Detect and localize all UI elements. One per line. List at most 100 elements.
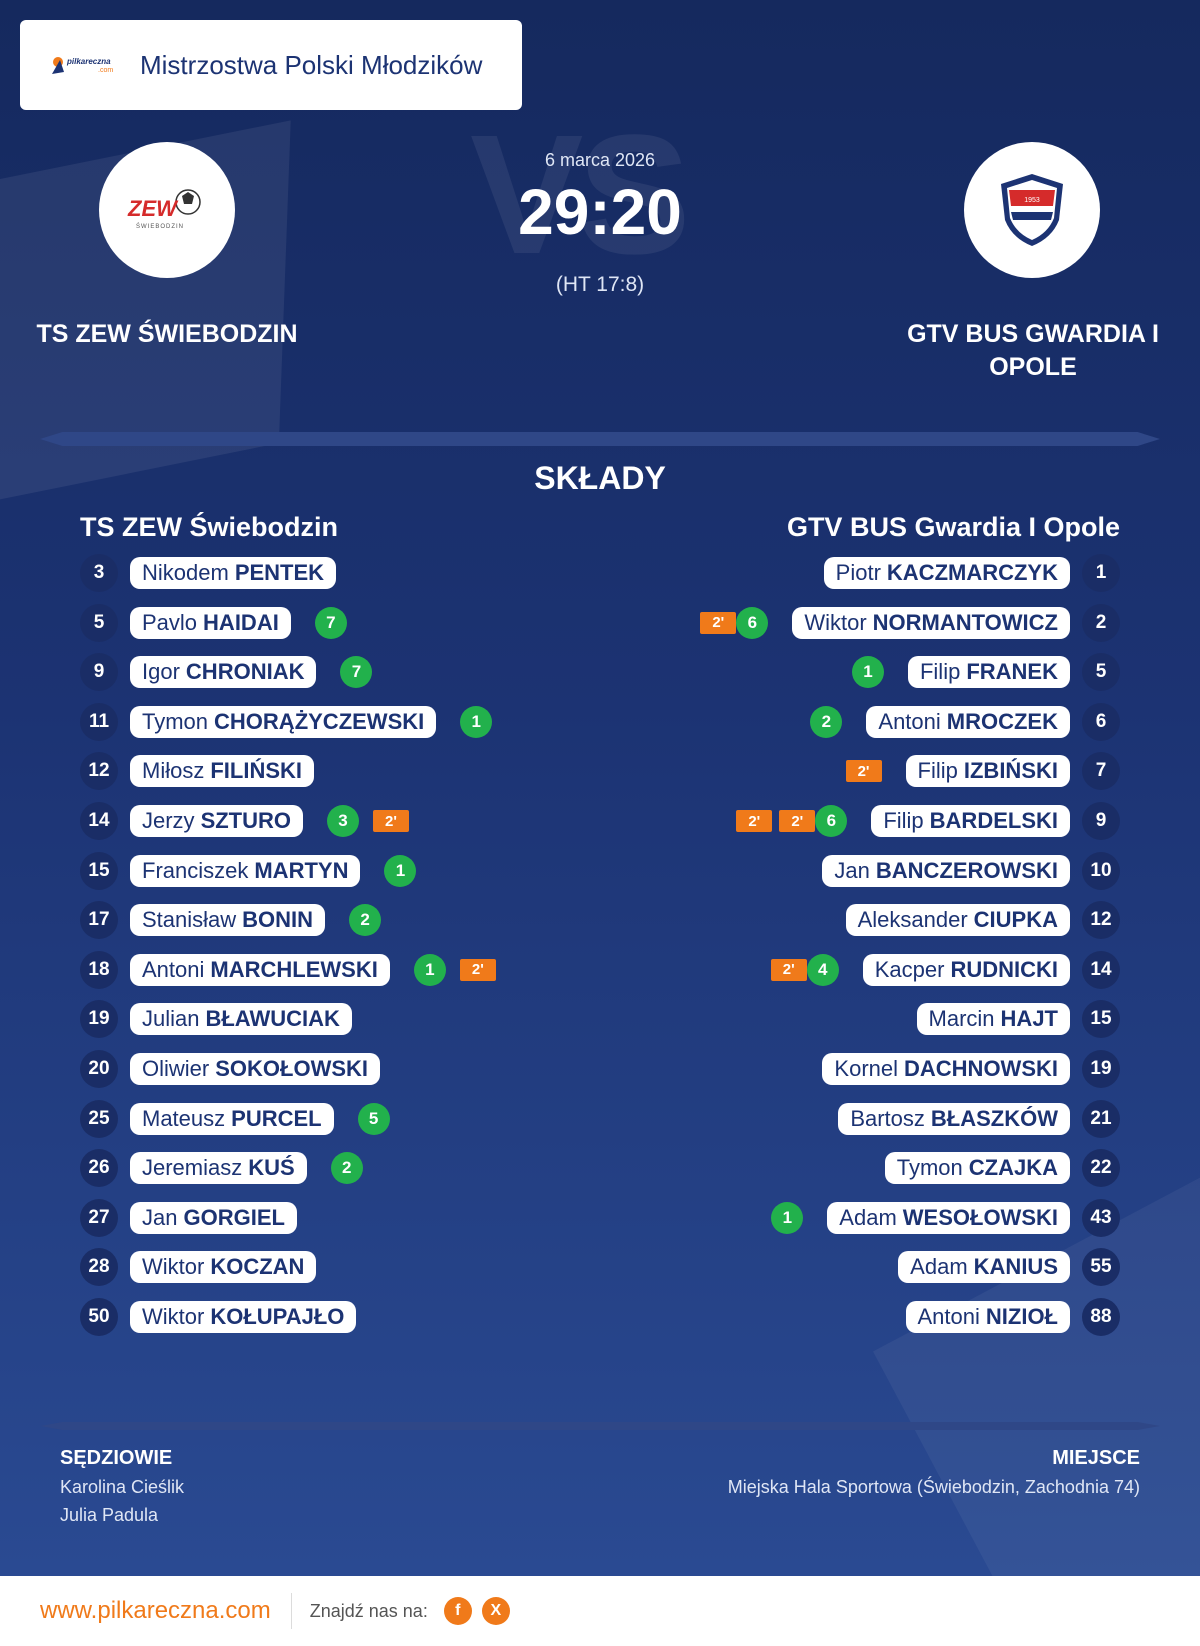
suspension-badge: 2' xyxy=(779,810,816,832)
player-first-name: Filip xyxy=(883,808,924,833)
player-number: 6 xyxy=(1082,702,1120,741)
venue-text: Miejska Hala Sportowa (Świebodzin, Zacho… xyxy=(727,1477,1140,1497)
player-number: 19 xyxy=(1082,1050,1120,1088)
player-first-name: Oliwier xyxy=(142,1056,210,1081)
player-stats: 1 xyxy=(771,1201,804,1234)
goals-badge: 2 xyxy=(349,904,382,937)
player-row: 1 Piotr KACZMARCZYK xyxy=(800,554,1120,592)
player-number: 17 xyxy=(80,901,118,940)
goals-badge: 6 xyxy=(736,606,769,639)
player-row: 5 Pavlo HAIDAI 7 xyxy=(80,603,361,642)
player-number: 12 xyxy=(1082,901,1120,940)
suspension-badge: 2' xyxy=(845,760,882,783)
player-number: 88 xyxy=(1082,1298,1120,1336)
suspension-badge: 2' xyxy=(770,958,807,981)
referee-name: Karolina Cieślik xyxy=(60,1477,185,1497)
player-last-name: CZAJKA xyxy=(968,1155,1058,1181)
player-row: 3 Nikodem PENTEK xyxy=(80,554,360,592)
player-last-name: KOŁUPAJŁO xyxy=(210,1304,345,1329)
player-row: 22 Tymon CZAJKA xyxy=(861,1149,1120,1188)
player-row: 25 Mateusz PURCEL 5 xyxy=(80,1099,404,1138)
player-stats: 6 2' xyxy=(693,606,769,639)
player-stats: 7 xyxy=(340,656,386,689)
player-name-pill: Wiktor NORMANTOWICZ xyxy=(792,606,1070,639)
player-last-name: FRANEK xyxy=(966,659,1058,685)
player-first-name: Stanisław xyxy=(142,907,237,933)
goals-badge: 1 xyxy=(851,656,884,689)
site-link[interactable]: www.pilkareczna.com xyxy=(40,1597,271,1624)
facebook-icon[interactable]: f xyxy=(443,1597,472,1625)
goals-badge: 3 xyxy=(327,805,360,837)
player-last-name: RUDNICKI xyxy=(950,956,1058,982)
player-name-pill: Filip IZBIŃSKI xyxy=(905,755,1070,788)
player-last-name: CHRONIAK xyxy=(185,659,305,685)
player-first-name: Mateusz xyxy=(142,1105,226,1131)
player-last-name: KUŚ xyxy=(248,1155,295,1181)
player-first-name: Marcin xyxy=(928,1006,995,1032)
player-name-pill: Mateusz PURCEL xyxy=(130,1102,334,1135)
home-team-logo: ZEW ŚWIEBODZIN xyxy=(99,142,235,278)
player-row: 17 Stanisław BONIN 2 xyxy=(80,901,395,940)
goals-badge: 2 xyxy=(810,705,843,738)
player-row: 2 Wiktor NORMANTOWICZ 6 2' xyxy=(693,603,1120,642)
home-team-name: TS ZEW ŚWIEBODZIN xyxy=(36,320,298,348)
player-last-name: PURCEL xyxy=(231,1105,322,1131)
player-first-name: Filip xyxy=(919,659,961,685)
away-team-name: GTV BUS GWARDIA I OPOLE xyxy=(907,320,1159,381)
goals-badge: 7 xyxy=(340,656,373,689)
player-number: 22 xyxy=(1082,1149,1120,1188)
player-last-name: KOCZAN xyxy=(210,1254,305,1280)
player-row: 19 Julian BŁAWUCIAK xyxy=(80,1000,376,1039)
player-number: 27 xyxy=(80,1198,118,1237)
player-first-name: Antoni xyxy=(142,956,205,982)
x-icon[interactable]: X xyxy=(481,1597,510,1625)
player-number: 7 xyxy=(1082,752,1120,791)
player-name-pill: Jan GORGIEL xyxy=(130,1201,297,1234)
player-stats: 2 xyxy=(349,904,395,937)
player-number: 21 xyxy=(1082,1099,1120,1138)
player-last-name: BANCZEROWSKI xyxy=(875,857,1058,883)
player-row: 6 Antoni MROCZEK 2 xyxy=(810,702,1120,741)
player-name-pill: Tymon CZAJKA xyxy=(884,1152,1070,1185)
player-number: 55 xyxy=(1082,1248,1120,1287)
player-row: 12 Aleksander CIUPKA xyxy=(822,901,1120,940)
player-last-name: MROCZEK xyxy=(946,708,1058,734)
player-name-pill: Oliwier SOKOŁOWSKI xyxy=(130,1053,381,1085)
player-row: 12 Miłosz FILIŃSKI xyxy=(80,752,338,791)
player-last-name: GORGIEL xyxy=(183,1204,285,1230)
player-row: 50 Wiktor KOŁUPAJŁO xyxy=(80,1298,380,1336)
svg-text:.com: .com xyxy=(98,67,113,74)
player-row: 15 Marcin HAJT xyxy=(893,1000,1120,1039)
player-number: 9 xyxy=(80,653,118,692)
player-last-name: BARDELSKI xyxy=(929,808,1058,833)
player-stats: 5 xyxy=(357,1102,404,1135)
player-last-name: KACZMARCZYK xyxy=(886,560,1058,585)
svg-text:ZEW: ZEW xyxy=(127,196,179,221)
player-number: 25 xyxy=(80,1099,118,1138)
divider xyxy=(40,432,1160,446)
player-row: 18 Antoni MARCHLEWSKI 1 2' xyxy=(80,950,503,989)
player-last-name: IZBIŃSKI xyxy=(963,758,1058,784)
referees-title: SĘDZIOWIE xyxy=(60,1447,173,1469)
home-lineup-title: TS ZEW Świebodzin xyxy=(80,512,338,542)
player-name-pill: Wiktor KOCZAN xyxy=(130,1251,317,1284)
lineups-title: SKŁADY xyxy=(534,460,666,496)
player-name-pill: Piotr KACZMARCZYK xyxy=(823,557,1070,589)
player-number: 14 xyxy=(1082,950,1120,989)
player-number: 12 xyxy=(80,752,118,791)
player-stats: 6 2' 2' xyxy=(729,805,848,837)
player-first-name: Franciszek xyxy=(142,857,249,883)
player-first-name: Adam xyxy=(839,1204,897,1230)
player-first-name: Aleksander xyxy=(857,907,968,933)
player-row: 19 Kornel DACHNOWSKI xyxy=(798,1050,1120,1088)
player-number: 50 xyxy=(80,1298,118,1336)
player-name-pill: Bartosz BŁASZKÓW xyxy=(838,1102,1070,1135)
find-us-label: Znajdź nas na: xyxy=(309,1600,428,1621)
player-stats: 2 xyxy=(330,1152,377,1185)
player-row: 5 Filip FRANEK 1 xyxy=(851,653,1120,692)
match-score: 29:20 xyxy=(518,176,682,248)
player-number: 43 xyxy=(1082,1198,1120,1237)
player-number: 11 xyxy=(80,702,118,741)
goals-badge: 1 xyxy=(384,854,417,887)
player-number: 19 xyxy=(80,1000,118,1039)
